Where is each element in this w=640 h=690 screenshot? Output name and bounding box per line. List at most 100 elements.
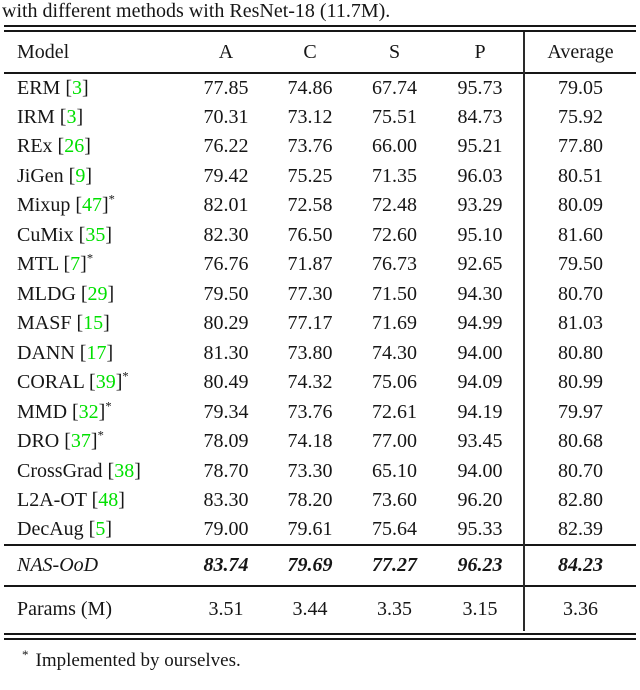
table-footnote: * Implemented by ourselves. (22, 646, 640, 672)
citation-link[interactable]: 3 (72, 76, 82, 99)
score-value: 79.69 (287, 554, 333, 576)
citation-link[interactable]: 48 (98, 489, 119, 512)
nas-ood-row: NAS-OoD 83.74 79.69 77.27 96.23 84.23 (4, 545, 636, 586)
table-row: IRM [3] 70.31 73.12 75.51 84.73 75.92 (4, 102, 636, 132)
score-value: 94.09 (457, 371, 503, 394)
score-value: 77.85 (203, 76, 249, 99)
model-name: CuMix [35] (17, 223, 113, 246)
model-name: MMD [32]* (17, 399, 112, 423)
score-value: 80.29 (203, 312, 249, 335)
score-value: 95.73 (457, 76, 503, 99)
citation-link[interactable]: 38 (114, 459, 135, 482)
score-value: 71.69 (372, 312, 417, 335)
score-value: 74.30 (372, 341, 417, 364)
model-name: MLDG [29] (17, 282, 115, 305)
citation-link[interactable]: 29 (87, 282, 108, 305)
table-caption: with different methods with ResNet-18 (1… (2, 0, 391, 22)
score-value: 74.32 (287, 371, 333, 394)
score-value: 84.73 (457, 105, 503, 128)
params-value: 3.35 (377, 597, 412, 620)
average-value: 82.80 (523, 486, 636, 516)
average-value: 81.03 (523, 309, 636, 339)
score-value: 80.49 (203, 371, 249, 394)
score-value: 79.00 (203, 518, 249, 541)
footnote-marker: * (22, 646, 29, 662)
header-domain-p: P (474, 40, 486, 63)
citation-link[interactable]: 26 (64, 135, 85, 158)
score-value: 73.76 (287, 400, 333, 423)
citation-link[interactable]: 47 (82, 194, 102, 217)
citation-link[interactable]: 7 (70, 253, 81, 276)
footnote-marker: * (97, 428, 104, 443)
header-domain-a: A (218, 40, 234, 63)
average-value: 79.50 (523, 250, 636, 280)
top-double-rule (4, 25, 636, 32)
score-value: 66.00 (372, 135, 417, 158)
score-value: 79.42 (203, 164, 249, 187)
average-value: 84.23 (523, 545, 636, 586)
footnote-marker: * (108, 192, 115, 207)
results-table: Model A C S P Average ERM [3] 77.85 74.86 6… (4, 32, 636, 631)
score-value: 75.64 (372, 518, 417, 541)
score-value: 79.50 (203, 282, 249, 305)
citation-link[interactable]: 9 (75, 164, 86, 187)
score-value: 94.00 (457, 459, 503, 482)
citation-link[interactable]: 35 (85, 223, 106, 246)
table-row: MTL [7]* 76.76 71.87 76.73 92.65 79.50 (4, 250, 636, 280)
model-name: IRM [3] (17, 105, 84, 128)
score-value: 79.61 (287, 518, 333, 541)
score-value: 95.21 (457, 135, 503, 158)
score-value: 79.34 (203, 400, 249, 423)
params-value: 3.51 (208, 597, 244, 620)
score-value: 73.60 (372, 489, 417, 512)
score-value: 96.03 (457, 164, 503, 187)
score-value: 82.30 (203, 223, 249, 246)
table-row: CORAL [39]* 80.49 74.32 75.06 94.09 80.99 (4, 368, 636, 398)
table-row: ERM [3] 77.85 74.86 67.74 95.73 79.05 (4, 73, 636, 103)
score-value: 78.70 (203, 459, 249, 482)
score-value: 95.10 (457, 223, 503, 246)
score-value: 73.76 (287, 135, 333, 158)
params-value: 3.15 (462, 597, 498, 620)
footnote-marker: * (105, 399, 112, 414)
score-value: 93.29 (457, 194, 503, 217)
score-value: 71.35 (372, 164, 417, 187)
table-row: JiGen [9] 79.42 75.25 71.35 96.03 80.51 (4, 161, 636, 191)
footnote-text: Implemented by ourselves. (35, 650, 241, 671)
table-header: Model A C S P Average (4, 32, 636, 73)
citation-link[interactable]: 5 (95, 518, 106, 541)
score-value: 77.27 (372, 554, 417, 576)
table-row: MMD [32]* 79.34 73.76 72.61 94.19 79.97 (4, 397, 636, 427)
score-value: 93.45 (457, 430, 503, 453)
average-value: 80.99 (523, 368, 636, 398)
footnote-marker: * (86, 251, 94, 266)
average-value: 79.05 (523, 73, 636, 103)
score-value: 72.60 (372, 223, 417, 246)
citation-link[interactable]: 37 (70, 430, 91, 453)
score-value: 72.61 (372, 400, 417, 423)
citation-link[interactable]: 15 (83, 312, 104, 335)
score-value: 82.01 (203, 194, 249, 217)
table-row: DANN [17] 81.30 73.80 74.30 94.00 80.80 (4, 338, 636, 368)
average-value: 82.39 (523, 515, 636, 545)
average-value: 81.60 (523, 220, 636, 250)
score-value: 67.74 (372, 76, 417, 99)
citation-link[interactable]: 17 (86, 341, 107, 364)
citation-link[interactable]: 32 (78, 400, 99, 423)
citation-link[interactable]: 39 (95, 371, 116, 394)
table-body: ERM [3] 77.85 74.86 67.74 95.73 79.05 IRM [3] 7… (4, 73, 636, 545)
bottom-double-rule (4, 633, 636, 640)
citation-link[interactable]: 3 (66, 105, 77, 128)
score-value: 78.09 (203, 430, 249, 453)
score-value: 78.20 (287, 489, 333, 512)
score-value: 76.22 (203, 135, 249, 158)
score-value: 96.23 (457, 554, 503, 576)
params-label: Params (M) (17, 597, 112, 620)
score-value: 71.50 (372, 282, 417, 305)
score-value: 77.00 (372, 430, 417, 453)
score-value: 77.17 (287, 312, 333, 335)
model-name: NAS-OoD (17, 554, 99, 576)
table-row: REx [26] 76.22 73.76 66.00 95.21 77.80 (4, 132, 636, 162)
average-value: 79.97 (523, 397, 636, 427)
